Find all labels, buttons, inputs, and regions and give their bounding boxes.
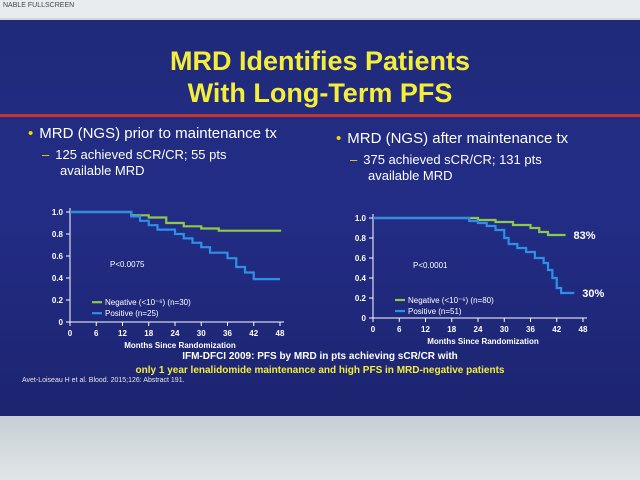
x-tick-label: 42 xyxy=(552,325,561,334)
y-tick-label: 1.0 xyxy=(355,214,367,223)
y-tick-label: 0.6 xyxy=(355,254,367,263)
caption-line2: only 1 year lenalidomide maintenance and… xyxy=(135,365,505,376)
x-tick-label: 36 xyxy=(223,329,232,338)
slide-title-line1: MRD Identifies Patients xyxy=(169,46,471,76)
right-sub-line1: 375 achieved sCR/CR; 131 pts xyxy=(363,152,542,167)
right-bullet-text: MRD (NGS) after maintenance tx xyxy=(347,130,569,147)
reference: Avet-Loiseau H et al. Blood. 2015;126: A… xyxy=(22,377,185,384)
x-tick-label: 42 xyxy=(249,329,258,338)
background-surface xyxy=(0,416,640,480)
chart-right: 0 0.2 0.4 0.6 0.8 1.0 0 6 12 18 24 30 36 42 48 Months S… xyxy=(355,214,604,346)
dash-icon: – xyxy=(350,152,358,167)
right-bullet: • MRD (NGS) after maintenance tx xyxy=(336,130,568,147)
left-bullet-text: MRD (NGS) prior to maintenance tx xyxy=(39,125,277,142)
series-line-positive xyxy=(70,210,280,281)
caption-line1: IFM-DFCI 2009: PFS by MRD in pts achievi… xyxy=(182,351,458,362)
y-tick-label: 0.2 xyxy=(52,296,64,305)
p-value-annotation: P<0.0075 xyxy=(110,260,145,269)
left-sub-line1: 125 achieved sCR/CR; 55 pts xyxy=(55,147,227,162)
left-bullet: • MRD (NGS) prior to maintenance tx xyxy=(28,125,277,142)
x-tick-label: 48 xyxy=(579,325,588,334)
legend-entry: Positive (n=25) xyxy=(105,309,159,318)
x-tick-label: 12 xyxy=(118,329,127,338)
right-sub-bullet: –375 achieved sCR/CR; 131 pts xyxy=(350,152,542,167)
y-tick-label: 0.4 xyxy=(52,274,64,283)
x-tick-label: 30 xyxy=(197,329,206,338)
x-axis-label: Months Since Randomization xyxy=(427,337,539,346)
left-sub-bullet: –125 achieved sCR/CR; 55 pts xyxy=(42,147,227,162)
y-tick-label: 0.2 xyxy=(355,294,367,303)
x-tick-label: 0 xyxy=(68,329,73,338)
end-value-label: 83% xyxy=(574,230,596,242)
x-tick-label: 18 xyxy=(144,329,153,338)
toolbar: NABLE FULLSCREEN xyxy=(0,0,640,18)
x-tick-label: 18 xyxy=(447,325,456,334)
y-tick-label: 1.0 xyxy=(52,208,64,217)
toolbar-text: NABLE FULLSCREEN xyxy=(3,2,75,9)
left-sub-line2: available MRD xyxy=(60,163,145,178)
bullet-dot-icon: • xyxy=(336,130,342,147)
right-sub-line2: available MRD xyxy=(368,168,453,183)
presentation-slide: MRD Identifies Patients With Long-Term P… xyxy=(0,20,640,416)
x-tick-label: 0 xyxy=(371,325,376,334)
title-rule xyxy=(0,114,640,117)
y-tick-label: 0.4 xyxy=(355,274,367,283)
legend-entry: Positive (n=51) xyxy=(408,307,462,316)
chart-left: 0 0.2 0.4 0.6 0.8 1.0 0 6 12 18 24 30 36 42 48 Months S… xyxy=(52,208,285,350)
x-axis-label: Months Since Randomization xyxy=(124,341,236,350)
x-tick-label: 6 xyxy=(94,329,99,338)
x-tick-label: 24 xyxy=(171,329,180,338)
legend-entry: Negative (<10⁻⁶) (n=80) xyxy=(408,296,494,305)
series-line-positive xyxy=(373,216,575,295)
y-tick-label: 0.8 xyxy=(355,234,367,243)
x-tick-label: 36 xyxy=(526,325,535,334)
y-tick-label: 0.8 xyxy=(52,230,64,239)
legend-entry: Negative (<10⁻⁶) (n=30) xyxy=(105,298,191,307)
p-value-annotation: P<0.0001 xyxy=(413,261,448,270)
x-tick-label: 6 xyxy=(397,325,402,334)
x-tick-label: 30 xyxy=(500,325,509,334)
slide-title-line2: With Long-Term PFS xyxy=(187,78,453,108)
end-value-label: 30% xyxy=(582,288,604,300)
x-tick-label: 48 xyxy=(276,329,285,338)
x-tick-label: 12 xyxy=(421,325,430,334)
y-tick-label: 0 xyxy=(59,318,64,327)
dash-icon: – xyxy=(42,147,50,162)
series-line-negative xyxy=(373,216,566,237)
y-tick-label: 0.6 xyxy=(52,252,64,261)
bullet-dot-icon: • xyxy=(28,125,34,142)
y-tick-label: 0 xyxy=(362,314,367,323)
x-tick-label: 24 xyxy=(474,325,483,334)
